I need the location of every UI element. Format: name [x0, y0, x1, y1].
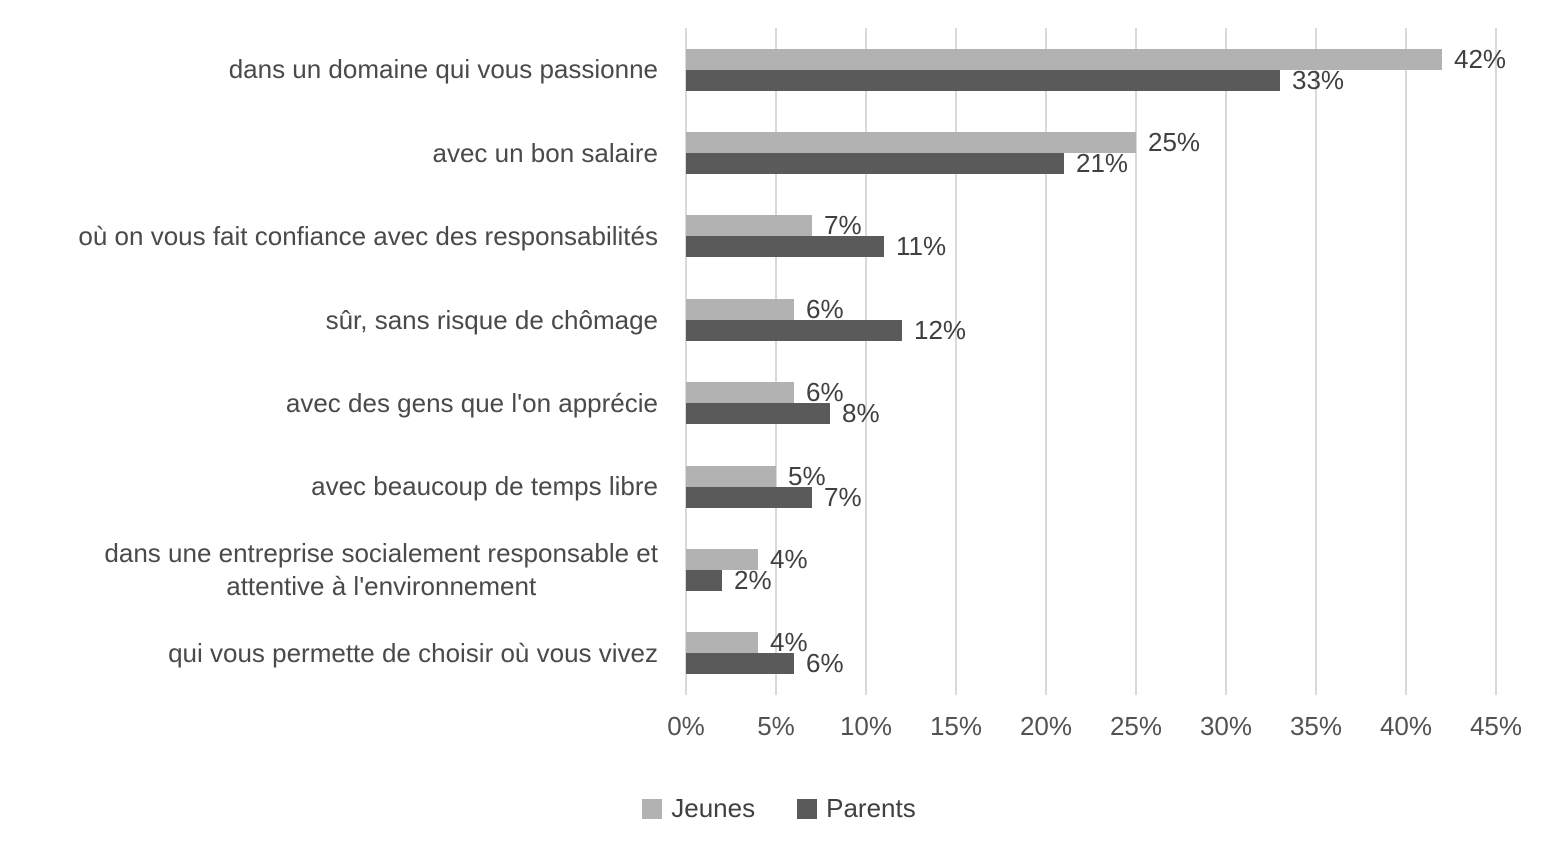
data-label-parents: 33%: [1292, 64, 1345, 95]
data-label-parents: 7%: [824, 481, 862, 512]
bar-jeunes: [686, 465, 776, 487]
gridline: [1315, 28, 1317, 695]
category-label: qui vous permette de choisir où vous viv…: [168, 638, 658, 669]
x-axis-tick-label: 5%: [757, 711, 795, 741]
bar-parents: [686, 653, 794, 675]
data-label-parents: 2%: [734, 564, 772, 595]
bar-jeunes: [686, 382, 794, 404]
bar-parents: [686, 69, 1280, 91]
data-label-jeunes: 7%: [824, 210, 862, 241]
gridline: [1225, 28, 1227, 695]
x-axis-tick-label: 25%: [1109, 711, 1163, 741]
data-label-jeunes: 6%: [806, 377, 844, 408]
category-label: où on vous fait confiance avec des respo…: [78, 221, 658, 252]
bar-jeunes: [686, 632, 758, 654]
data-label-jeunes: 4%: [770, 627, 808, 658]
data-label-jeunes: 6%: [806, 293, 844, 324]
gridline: [955, 28, 957, 695]
bar-parents: [686, 403, 830, 425]
bar-jeunes: [686, 548, 758, 570]
x-axis-tick-label: 20%: [1019, 711, 1073, 741]
x-axis-tick-label: 45%: [1469, 711, 1523, 741]
data-label-parents: 21%: [1076, 148, 1129, 179]
category-label: dans un domaine qui vous passionne: [228, 54, 658, 85]
gridline: [775, 28, 777, 695]
x-axis-tick-label: 15%: [929, 711, 983, 741]
gridline: [1405, 28, 1407, 695]
category-label: sûr, sans risque de chômage: [325, 304, 658, 335]
x-axis-tick-label: 10%: [839, 711, 893, 741]
x-axis-tick-label: 30%: [1199, 711, 1253, 741]
gridline: [685, 28, 687, 695]
legend-swatch-jeunes-icon: [642, 798, 663, 819]
legend-label-parents: Parents: [826, 793, 916, 823]
bar-jeunes: [686, 132, 1136, 154]
legend-entry-jeunes: Jeunes: [642, 793, 755, 824]
x-axis-tick-label: 40%: [1379, 711, 1433, 741]
data-label-parents: 8%: [842, 398, 880, 429]
chart-legend: Jeunes Parents: [0, 793, 1558, 824]
category-label: avec un bon salaire: [432, 137, 658, 168]
bar-jeunes: [686, 48, 1442, 70]
legend-label-jeunes: Jeunes: [671, 793, 756, 823]
data-label-parents: 11%: [896, 231, 947, 262]
bar-parents: [686, 153, 1064, 175]
legend-entry-parents: Parents: [797, 793, 916, 824]
gridline: [1045, 28, 1047, 695]
x-axis-tick-label: 0%: [667, 711, 705, 741]
data-label-jeunes: 25%: [1148, 127, 1201, 158]
x-axis-tick-label: 35%: [1289, 711, 1343, 741]
bar-parents: [686, 319, 902, 341]
legend-swatch-parents-icon: [797, 798, 818, 819]
bar-parents: [686, 236, 884, 258]
category-label: avec beaucoup de temps libre: [311, 471, 658, 502]
bar-jeunes: [686, 298, 794, 320]
bar-parents: [686, 569, 722, 591]
data-label-parents: 6%: [806, 648, 844, 679]
bar-parents: [686, 486, 812, 508]
category-label: dans une entreprise socialement responsa…: [104, 538, 658, 601]
data-label-jeunes: 5%: [788, 460, 826, 491]
data-label-parents: 12%: [914, 314, 967, 345]
gridline: [1135, 28, 1137, 695]
gridline: [865, 28, 867, 695]
data-label-jeunes: 42%: [1454, 43, 1507, 74]
category-label: avec des gens que l'on apprécie: [285, 387, 658, 418]
gridline: [1495, 28, 1497, 695]
bar-jeunes: [686, 215, 812, 237]
data-label-jeunes: 4%: [770, 543, 808, 574]
